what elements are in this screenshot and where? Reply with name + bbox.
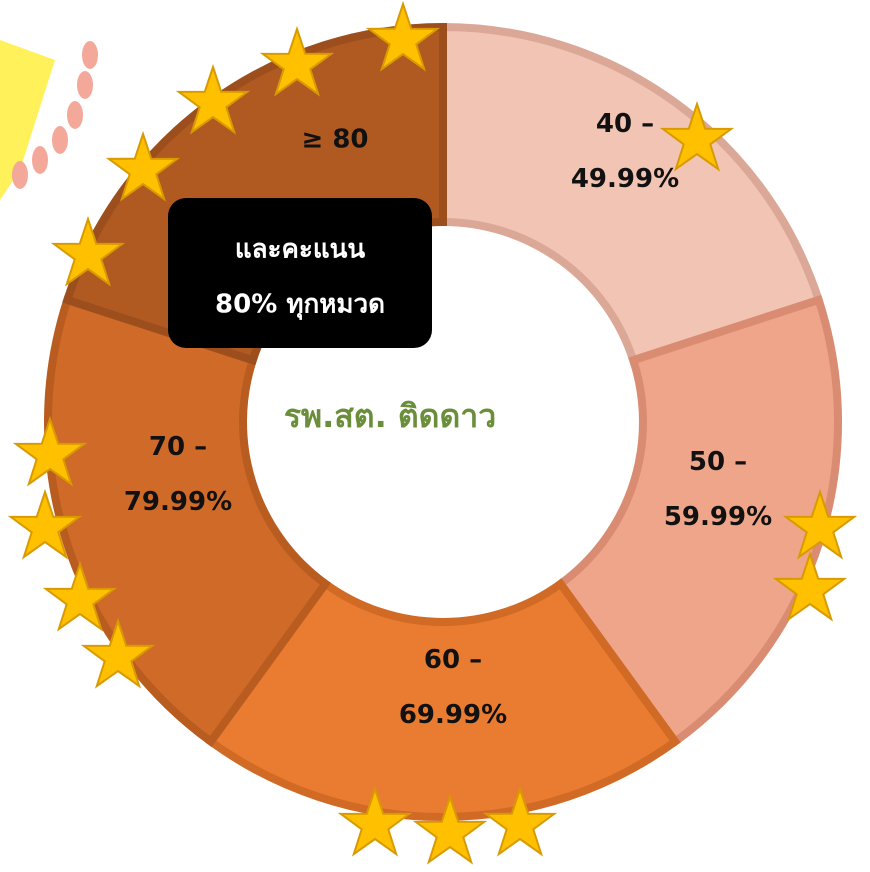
star-decor [772,550,848,622]
star-decor [12,415,88,487]
star-decor [337,785,413,857]
segment-label: 70 – [149,432,207,462]
star-decor [659,100,735,172]
center-label: รพ.สต. ติดดาว [284,397,496,435]
donut-segment [205,578,681,821]
star-decor [365,0,441,72]
star-decor [259,25,335,97]
donut-segment [439,22,824,366]
star-decor [42,560,118,632]
segment-label: 40 – [596,109,654,139]
star-decor [482,785,558,857]
segment-label: 60 – [424,645,482,675]
star-decor [105,130,181,202]
donut-segment [554,294,842,748]
star-decor [80,617,156,689]
decor-shape [0,40,55,200]
segment-label: 69.99% [399,700,507,730]
star-decor [782,488,858,560]
callout-line: 80% ทุกหมวด [215,290,385,321]
segment-label: 50 – [689,447,747,477]
star-decor [50,215,126,287]
star-decor [412,793,488,865]
segment-label: ≥ 80 [301,125,368,155]
laurel-decor [12,41,98,189]
segment-label: 79.99% [124,487,232,517]
segment-label: 59.99% [664,502,772,532]
callout-box [168,198,432,348]
segment-label: 49.99% [571,164,679,194]
star-decor [7,488,83,560]
star-decor [175,63,251,135]
callout-line: และคะแนน [235,235,366,265]
